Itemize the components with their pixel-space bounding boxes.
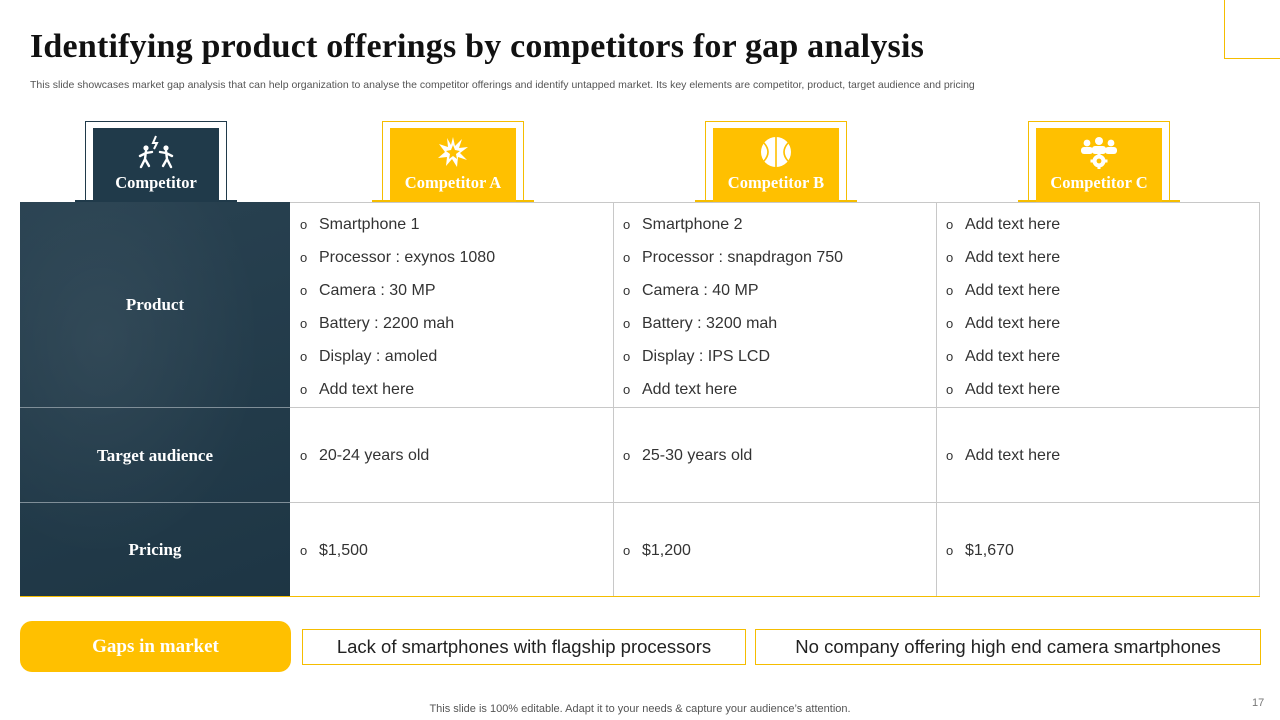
list-item: o Add text here <box>946 314 1061 332</box>
team-gear-icon <box>1079 135 1119 169</box>
row-divider <box>290 407 1260 408</box>
column-divider <box>936 202 937 597</box>
basketball-icon <box>759 135 793 169</box>
list-item: o Add text here <box>946 347 1061 365</box>
page-subtitle: This slide showcases market gap analysis… <box>30 79 975 91</box>
list-item: o Processor : exynos 1080 <box>300 248 496 266</box>
table-bottom-line <box>20 596 1260 597</box>
list-item: o Add text here <box>300 380 415 398</box>
competitor-header-label: Competitor <box>115 173 197 192</box>
page-title: Identifying product offerings by competi… <box>30 28 925 65</box>
list-item: o 20-24 years old <box>300 446 430 464</box>
list-item: o $1,500 <box>300 541 368 559</box>
gap-item: No company offering high end camera smar… <box>755 629 1261 665</box>
pricing-cell-c: o $1,670 <box>946 534 1014 567</box>
list-item: o Add text here <box>946 215 1061 233</box>
list-item: o Add text here <box>946 281 1061 299</box>
row-label-product: Product <box>125 294 185 314</box>
list-item: o Add text here <box>946 446 1061 464</box>
gap-item: Lack of smartphones with flagship proces… <box>302 629 746 665</box>
list-item: o Add text here <box>946 380 1061 398</box>
column-divider <box>613 202 614 597</box>
list-item: o Add text here <box>946 248 1061 266</box>
list-item: o Battery : 2200 mah <box>300 314 455 332</box>
splash-icon <box>436 135 470 169</box>
corner-decoration <box>1224 0 1280 59</box>
competitor-b-label: Competitor B <box>727 173 825 192</box>
row-separator <box>20 407 290 408</box>
list-item: o Smartphone 1 <box>300 215 420 233</box>
list-item: o Smartphone 2 <box>623 215 743 233</box>
product-cell-b: o Smartphone 2 o Processor : snapdragon 75… <box>623 208 843 406</box>
product-cell-a: o Smartphone 1 o Processor : exynos 1080 o… <box>300 208 495 406</box>
footer-note: This slide is 100% editable. Adapt it to… <box>429 703 851 715</box>
list-item: o Battery : 3200 mah <box>623 314 778 332</box>
row-separator <box>20 502 290 503</box>
competitor-a-header: Competitor A <box>390 128 516 202</box>
page-number: 17 <box>1252 697 1265 709</box>
row-labels-column <box>20 202 290 597</box>
pricing-cell-a: o $1,500 <box>300 534 368 567</box>
audience-cell-b: o 25-30 years old <box>623 439 752 472</box>
competitor-b-header: Competitor B <box>713 128 839 202</box>
row-divider <box>290 502 1260 503</box>
list-item: o $1,670 <box>946 541 1014 559</box>
list-item: o $1,200 <box>623 541 691 559</box>
people-fighting-icon <box>136 135 176 169</box>
row-label-pricing: Pricing <box>128 540 182 559</box>
audience-cell-c: o Add text here <box>946 439 1060 472</box>
competitor-a-label: Competitor A <box>404 173 502 192</box>
list-item: o Processor : snapdragon 750 <box>623 248 844 266</box>
list-item: o 25-30 years old <box>623 446 753 464</box>
gaps-in-market-label: Gaps in market <box>20 621 291 672</box>
competitor-c-label: Competitor C <box>1050 173 1148 192</box>
competitor-c-header: Competitor C <box>1036 128 1162 202</box>
pricing-cell-b: o $1,200 <box>623 534 691 567</box>
list-item: o Add text here <box>623 380 738 398</box>
list-item: o Camera : 30 MP <box>300 281 436 299</box>
list-item: o Display : amoled <box>300 347 438 365</box>
list-item: o Camera : 40 MP <box>623 281 759 299</box>
product-cell-c: o Add text here o Add text here o Add text … <box>946 208 1060 406</box>
list-item: o Display : IPS LCD <box>623 347 771 365</box>
audience-cell-a: o 20-24 years old <box>300 439 429 472</box>
row-label-target-audience: Target audience <box>96 445 213 465</box>
competitor-header: Competitor <box>93 128 219 202</box>
